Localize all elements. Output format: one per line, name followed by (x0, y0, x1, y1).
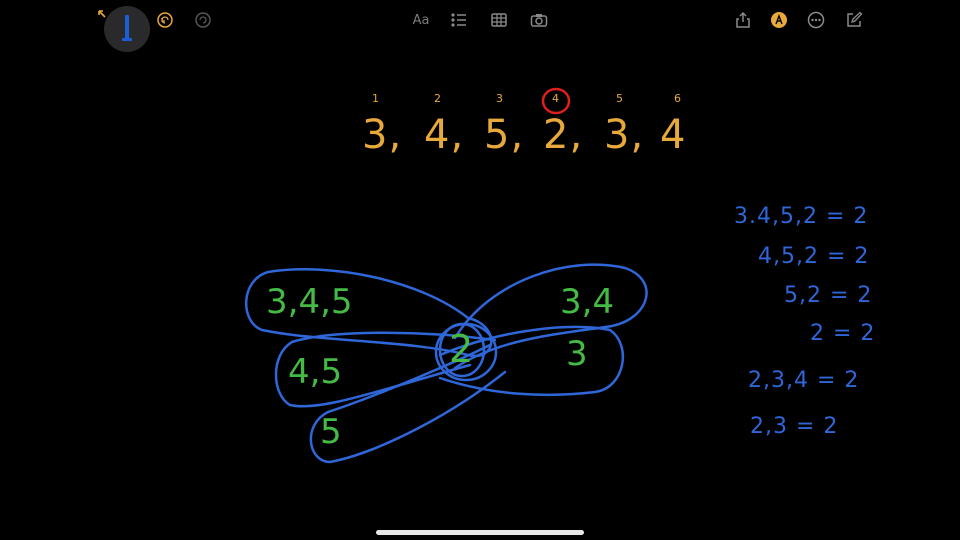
markup-icon[interactable] (768, 9, 790, 31)
equation-4: 2 = 2 (810, 321, 876, 346)
blob-label-top-left: 3,4,5 (266, 282, 353, 322)
blob-label-top-right: 3,4 (560, 282, 615, 322)
index-label-2: 2 (434, 92, 441, 105)
blob-mid-left-outline (274, 331, 497, 408)
blob-label-bottom: 5 (320, 412, 342, 452)
highlight-circle (541, 87, 571, 115)
index-label-1: 1 (372, 92, 379, 105)
text-format-button[interactable]: Aa (412, 12, 430, 28)
equation-2: 4,5,2 = 2 (758, 244, 870, 269)
table-icon[interactable] (488, 9, 510, 31)
index-label-4: 4 (552, 92, 559, 105)
pencil-tool-button[interactable] (104, 6, 150, 52)
equation-1: 3.4,5,2 = 2 (734, 204, 869, 229)
share-icon[interactable] (732, 9, 754, 31)
collapse-arrows-icon[interactable] (94, 6, 116, 28)
checklist-icon[interactable] (448, 9, 470, 31)
sequence-item-2: 4, (424, 112, 465, 158)
equation-3: 5,2 = 2 (784, 283, 873, 308)
camera-icon[interactable] (528, 9, 550, 31)
blob-mid-right-outline (438, 325, 625, 397)
compose-icon[interactable] (843, 9, 865, 31)
index-label-6: 6 (674, 92, 681, 105)
blob-label-center: 2 (449, 327, 474, 371)
index-label-3: 3 (496, 92, 503, 105)
index-label-5: 5 (616, 92, 623, 105)
redo-icon[interactable] (192, 9, 214, 31)
blob-top-right-outline (453, 263, 648, 370)
sequence-item-1: 3, (362, 112, 403, 158)
equation-5: 2,3,4 = 2 (748, 368, 860, 393)
more-icon[interactable] (805, 9, 827, 31)
pencil-icon (122, 15, 132, 41)
blob-label-mid-right: 3 (566, 334, 588, 374)
home-indicator[interactable] (376, 530, 584, 535)
undo-icon[interactable] (154, 9, 176, 31)
sequence-item-4: 2, (543, 112, 584, 158)
sequence-item-5: 3, (604, 112, 645, 158)
blob-label-mid-left: 4,5 (288, 352, 343, 392)
sequence-item-6: 4 (660, 112, 687, 158)
blob-bottom-outline (309, 343, 507, 464)
sequence-item-3: 5, (484, 112, 525, 158)
equation-6: 2,3 = 2 (750, 414, 839, 439)
note-canvas[interactable] (84, 0, 876, 540)
